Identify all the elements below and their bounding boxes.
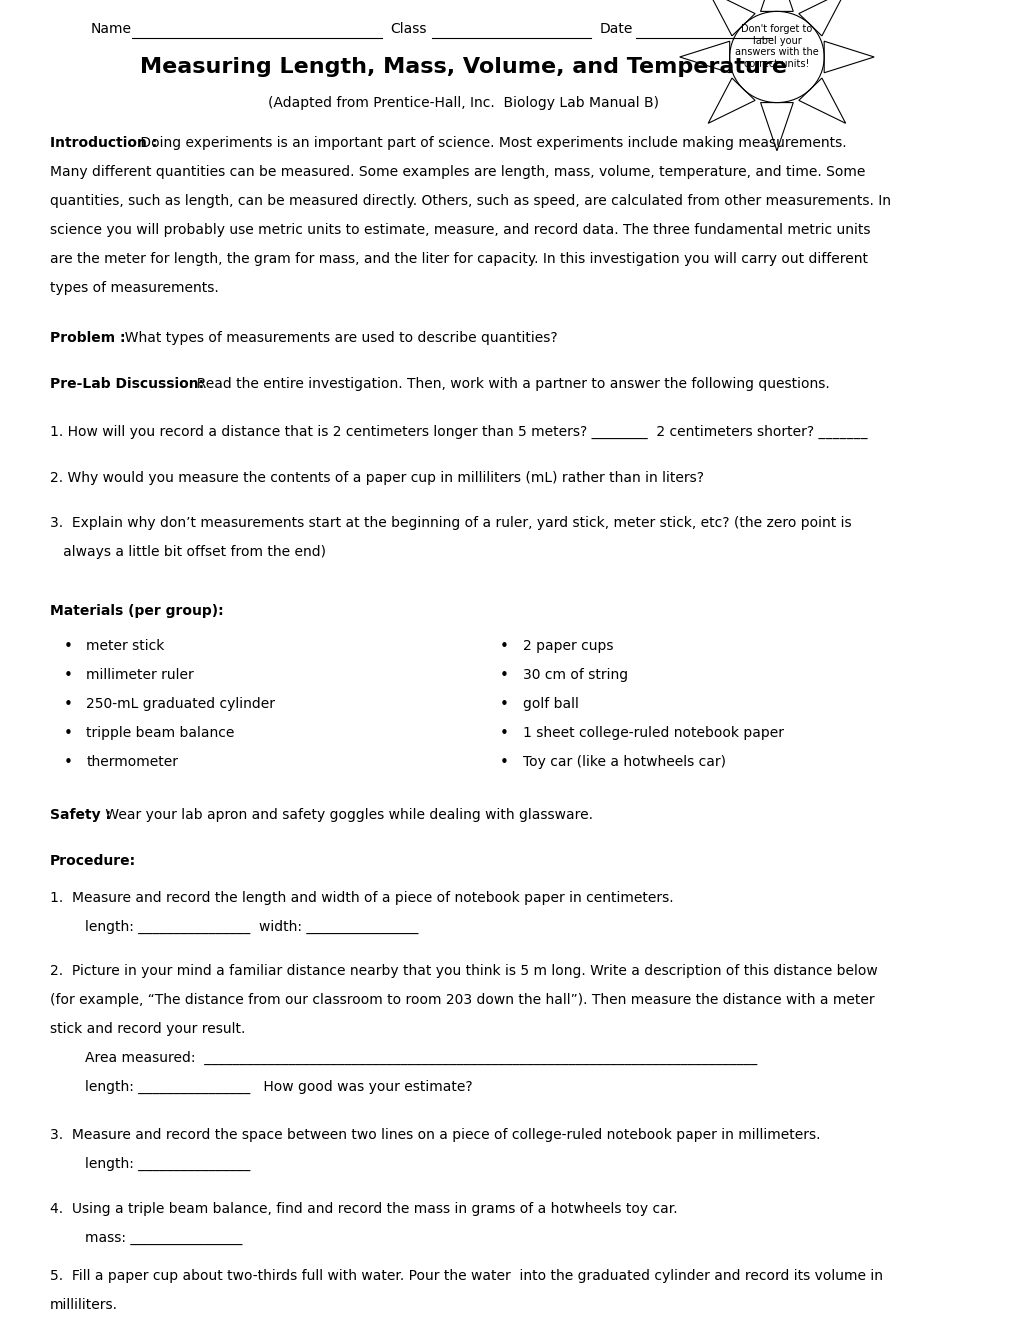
Text: length: ________________: length: ________________ [50,1158,250,1171]
Text: types of measurements.: types of measurements. [50,281,218,294]
Text: •: • [63,668,72,682]
Text: tripple beam balance: tripple beam balance [87,726,234,741]
Text: 2. Why would you measure the contents of a paper cup in milliliters (mL) rather : 2. Why would you measure the contents of… [50,471,703,484]
Text: 3.  Explain why don’t measurements start at the beginning of a ruler, yard stick: 3. Explain why don’t measurements start … [50,516,851,531]
Text: quantities, such as length, can be measured directly. Others, such as speed, are: quantities, such as length, can be measu… [50,194,891,207]
Text: Toy car (like a hotwheels car): Toy car (like a hotwheels car) [522,755,725,768]
Text: 5.  Fill a paper cup about two-thirds full with water. Pour the water  into the : 5. Fill a paper cup about two-thirds ful… [50,1269,882,1283]
Text: (Adapted from Prentice-Hall, Inc.  Biology Lab Manual B): (Adapted from Prentice-Hall, Inc. Biolog… [268,96,658,111]
Text: length: ________________   How good was your estimate?: length: ________________ How good was yo… [50,1080,472,1094]
Text: •: • [63,697,72,711]
Text: Many different quantities can be measured. Some examples are length, mass, volum: Many different quantities can be measure… [50,165,864,178]
Text: •: • [63,755,72,770]
Text: Class: Class [390,22,427,36]
Text: science you will probably use metric units to estimate, measure, and record data: science you will probably use metric uni… [50,223,869,236]
Text: Date: Date [599,22,633,36]
Text: •: • [63,639,72,655]
Text: meter stick: meter stick [87,639,164,653]
Text: Name: Name [91,22,131,36]
Text: milliliters.: milliliters. [50,1298,118,1312]
Text: 2 paper cups: 2 paper cups [522,639,612,653]
Text: millimeter ruler: millimeter ruler [87,668,194,682]
Text: 1.  Measure and record the length and width of a piece of notebook paper in cent: 1. Measure and record the length and wid… [50,891,673,904]
Text: Pre-Lab Discussion:: Pre-Lab Discussion: [50,378,204,391]
Text: Introduction :: Introduction : [50,136,157,150]
Text: Wear your lab apron and safety goggles while dealing with glassware.: Wear your lab apron and safety goggles w… [101,808,592,822]
Text: Materials (per group):: Materials (per group): [50,605,223,618]
Text: 3.  Measure and record the space between two lines on a piece of college-ruled n: 3. Measure and record the space between … [50,1129,819,1142]
Text: mass: ________________: mass: ________________ [50,1230,243,1245]
Text: always a little bit offset from the end): always a little bit offset from the end) [50,545,326,560]
Text: stick and record your result.: stick and record your result. [50,1022,246,1036]
Text: length: ________________  width: ________________: length: ________________ width: ________… [50,920,418,933]
Text: 2.  Picture in your mind a familiar distance nearby that you think is 5 m long. : 2. Picture in your mind a familiar dista… [50,965,877,978]
Text: 4.  Using a triple beam balance, find and record the mass in grams of a hotwheel: 4. Using a triple beam balance, find and… [50,1203,677,1216]
Text: •: • [499,726,508,741]
Text: •: • [499,755,508,770]
Text: •: • [499,668,508,682]
Text: Problem :: Problem : [50,331,125,346]
Text: Measuring Length, Mass, Volume, and Temperature: Measuring Length, Mass, Volume, and Temp… [140,57,787,77]
Text: •: • [499,639,508,655]
Text: (for example, “The distance from our classroom to room 203 down the hall”). Then: (for example, “The distance from our cla… [50,994,873,1007]
Text: 30 cm of string: 30 cm of string [522,668,627,682]
Text: 1 sheet college-ruled notebook paper: 1 sheet college-ruled notebook paper [522,726,783,741]
Text: Doing experiments is an important part of science. Most experiments include maki: Doing experiments is an important part o… [137,136,846,150]
Text: Area measured:  ________________________________________________________________: Area measured: _________________________… [50,1051,756,1065]
Text: 1. How will you record a distance that is 2 centimeters longer than 5 meters? __: 1. How will you record a distance that i… [50,425,866,440]
Text: 250-mL graduated cylinder: 250-mL graduated cylinder [87,697,275,711]
Text: Read the entire investigation. Then, work with a partner to answer the following: Read the entire investigation. Then, wor… [187,378,829,391]
Text: Procedure:: Procedure: [50,854,136,869]
Text: thermometer: thermometer [87,755,178,768]
Text: •: • [499,697,508,711]
Text: Don't forget to
label your
answers with the
correct units!: Don't forget to label your answers with … [735,24,818,69]
Text: •: • [63,726,72,741]
Text: are the meter for length, the gram for mass, and the liter for capacity. In this: are the meter for length, the gram for m… [50,252,867,265]
Text: What types of measurements are used to describe quantities?: What types of measurements are used to d… [116,331,557,346]
Text: Safety :: Safety : [50,808,111,822]
Text: golf ball: golf ball [522,697,578,711]
